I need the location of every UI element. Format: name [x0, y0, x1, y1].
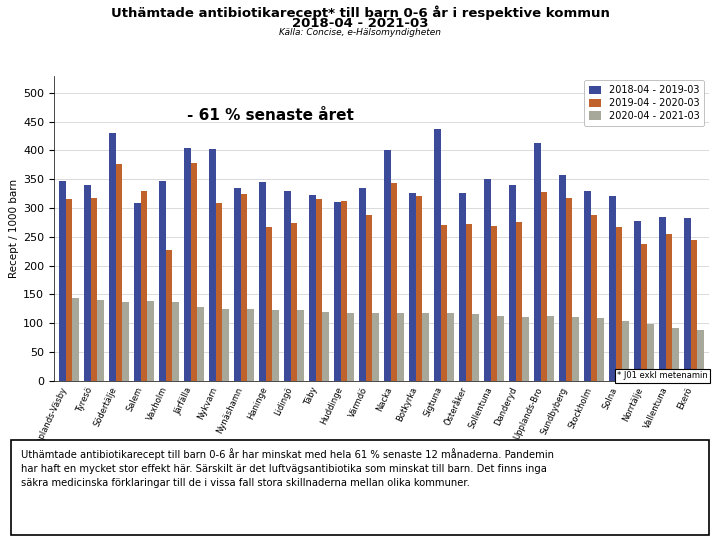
Bar [91, 198, 97, 381]
Bar [122, 302, 129, 381]
Bar [598, 318, 604, 381]
Bar [259, 182, 266, 381]
Text: Uthämtade antibiotikarecept* till barn 0-6 år i respektive kommun: Uthämtade antibiotikarecept* till barn 0… [111, 5, 609, 20]
Bar [297, 310, 304, 381]
Bar [698, 330, 704, 381]
Bar [516, 222, 523, 381]
Legend: 2018-04 - 2019-03, 2019-04 - 2020-03, 2020-04 - 2021-03: 2018-04 - 2019-03, 2019-04 - 2020-03, 20… [585, 80, 704, 126]
Bar [372, 313, 379, 381]
Y-axis label: Recept / 1000 barn: Recept / 1000 barn [9, 179, 19, 278]
Bar [534, 143, 541, 381]
Bar [547, 316, 554, 381]
Bar [616, 227, 622, 381]
Bar [240, 194, 247, 381]
Bar [685, 218, 691, 381]
Bar [59, 181, 66, 381]
Bar [159, 181, 166, 381]
Bar [291, 223, 297, 381]
Bar [141, 191, 148, 381]
Bar [97, 300, 104, 381]
Text: * J01 exkl metenamin: * J01 exkl metenamin [617, 371, 708, 380]
Bar [266, 227, 272, 381]
Bar [66, 199, 72, 381]
Bar [272, 310, 279, 381]
Bar [566, 198, 572, 381]
Bar [660, 217, 666, 381]
Bar [284, 191, 291, 381]
Bar [184, 148, 191, 381]
Bar [210, 149, 216, 381]
Bar [434, 129, 441, 381]
Bar [441, 225, 447, 381]
Bar [191, 163, 197, 381]
Bar [559, 174, 566, 381]
Bar [134, 204, 141, 381]
Text: Uthämtade antibiotikarecept till barn 0-6 år har minskat med hela 61 % senaste 1: Uthämtade antibiotikarecept till barn 0-… [22, 448, 554, 488]
Bar [585, 191, 591, 381]
Bar [316, 199, 323, 381]
Bar [323, 312, 329, 381]
Bar [172, 302, 179, 381]
Bar [466, 224, 472, 381]
Bar [334, 202, 341, 381]
Bar [691, 240, 698, 381]
Bar [666, 234, 672, 381]
Bar [641, 244, 647, 381]
Bar [523, 317, 529, 381]
Bar [116, 164, 122, 381]
Bar [197, 307, 204, 381]
Bar [222, 309, 229, 381]
Bar [472, 314, 479, 381]
Bar [310, 195, 316, 381]
Bar [416, 196, 423, 381]
Bar [459, 193, 466, 381]
Bar [509, 185, 516, 381]
Bar [672, 328, 679, 381]
Bar [572, 317, 579, 381]
Bar [148, 301, 154, 381]
FancyBboxPatch shape [11, 440, 709, 535]
Bar [384, 151, 391, 381]
Bar [366, 215, 372, 381]
Bar [634, 221, 641, 381]
Bar [72, 299, 78, 381]
Text: Källa: Concise, e-Hälsomyndigheten: Källa: Concise, e-Hälsomyndigheten [279, 28, 441, 37]
Bar [341, 201, 347, 381]
Bar [391, 183, 397, 381]
Bar [423, 313, 429, 381]
Bar [622, 321, 629, 381]
Bar [591, 215, 598, 381]
Text: 2018-04 - 2021-03: 2018-04 - 2021-03 [292, 17, 428, 30]
Bar [498, 316, 504, 381]
Bar [397, 313, 404, 381]
Bar [166, 250, 172, 381]
Bar [491, 226, 498, 381]
Bar [647, 323, 654, 381]
Bar [347, 313, 354, 381]
Bar [609, 197, 616, 381]
Bar [447, 313, 454, 381]
Bar [359, 188, 366, 381]
Text: - 61 % senaste året: - 61 % senaste året [186, 108, 354, 123]
Bar [410, 193, 416, 381]
Bar [109, 133, 116, 381]
Bar [234, 188, 240, 381]
Bar [84, 185, 91, 381]
Bar [541, 192, 547, 381]
Bar [216, 203, 222, 381]
Bar [485, 179, 491, 381]
Bar [247, 309, 254, 381]
